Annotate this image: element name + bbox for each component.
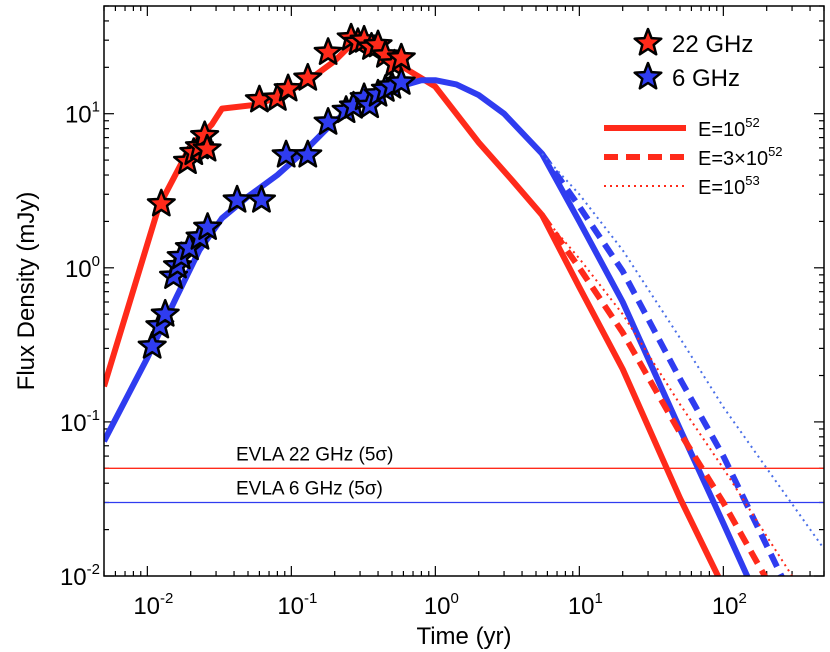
- data-point-star: [137, 330, 167, 359]
- x-tick-label: 10-1: [277, 590, 317, 620]
- data-point-star: [193, 212, 223, 240]
- axis-ticks: [103, 5, 825, 577]
- x-tick-label: 10-2: [133, 590, 173, 620]
- y-tick-label: 10-1: [60, 407, 100, 437]
- legend-line-label: E=1053: [698, 173, 760, 199]
- model-curve: [541, 214, 793, 576]
- data-point-star: [150, 298, 180, 327]
- data-point-star: [192, 133, 222, 162]
- data-point-star: [386, 42, 416, 71]
- legend: 22 GHz 6 GHz E=1052 E=3×1052 E=1053: [604, 27, 783, 199]
- y-tick-label: 10-2: [60, 561, 100, 591]
- data-point-star: [273, 73, 303, 102]
- legend-marker-label: 22 GHz: [672, 31, 753, 58]
- data-point-star: [386, 67, 416, 95]
- legend-marker-label: 6 GHz: [672, 65, 740, 92]
- model-curve: [539, 213, 769, 576]
- model-curve: [539, 151, 785, 576]
- y-tick-label: 100: [65, 253, 100, 283]
- x-axis-label: Time (yr): [416, 623, 511, 650]
- legend-line-label: E=1052: [698, 115, 760, 141]
- plot-frame: [103, 5, 825, 577]
- data-point-star: [246, 184, 277, 213]
- data-point-star: [293, 139, 323, 168]
- data-point-star: [146, 188, 176, 217]
- data-point-star: [293, 62, 323, 91]
- legend-line-label: E=3×1052: [698, 144, 783, 170]
- tick-labels: 10-2 10-1 100 101 102 10-2 10-1 100 101: [60, 99, 747, 620]
- x-tick-label: 102: [712, 590, 747, 620]
- data-points: [137, 22, 416, 359]
- y-tick-label: 101: [65, 99, 100, 129]
- limit-label: EVLA 22 GHz (5σ): [236, 444, 393, 465]
- data-point-star: [313, 37, 343, 65]
- legend-star-icon: [633, 61, 663, 90]
- detection-limits: EVLA 22 GHz (5σ) EVLA 6 GHz (5σ): [104, 444, 824, 504]
- limit-label: EVLA 6 GHz (5σ): [236, 478, 383, 499]
- legend-star-icon: [633, 27, 663, 56]
- x-tick-label: 101: [568, 590, 603, 620]
- y-axis-label: Flux Density (mJy): [13, 192, 40, 391]
- model-curve: [541, 153, 824, 550]
- x-tick-label: 100: [424, 590, 459, 620]
